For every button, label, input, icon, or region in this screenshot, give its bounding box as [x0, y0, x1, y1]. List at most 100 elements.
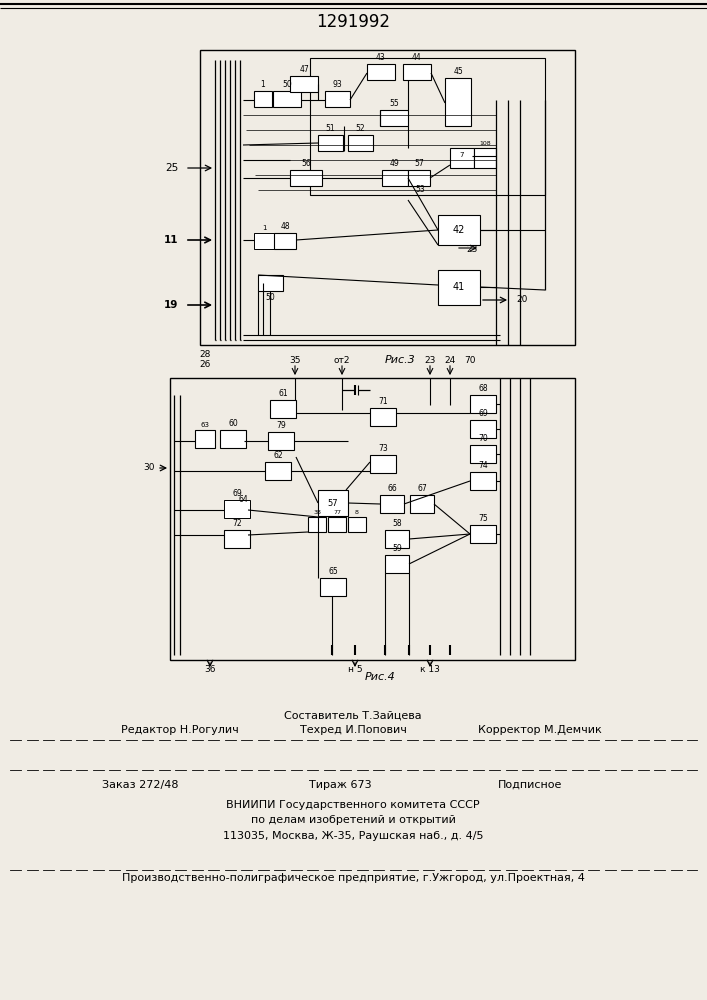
Text: 57: 57 [327, 498, 339, 508]
Text: 43: 43 [376, 53, 386, 62]
Text: 55: 55 [389, 99, 399, 108]
Bar [445, 78, 471, 126]
Text: 1: 1 [262, 225, 267, 231]
Text: 36: 36 [204, 665, 216, 674]
Text: Заказ 272/48: Заказ 272/48 [102, 780, 178, 790]
Text: 49: 49 [390, 159, 400, 168]
Text: 77: 77 [333, 510, 341, 515]
Text: 50: 50 [282, 80, 292, 89]
Bar [265, 462, 291, 480]
Bar [328, 517, 346, 532]
Text: н 5: н 5 [348, 665, 362, 674]
Text: 68: 68 [478, 384, 488, 393]
Text: 74: 74 [478, 461, 488, 470]
Text: 57: 57 [414, 159, 424, 168]
Text: 23: 23 [466, 245, 477, 254]
Bar [370, 455, 396, 473]
Text: 24: 24 [445, 356, 455, 365]
Bar [318, 490, 348, 516]
Bar [348, 517, 366, 532]
Bar [254, 233, 274, 249]
Text: 60: 60 [228, 419, 238, 428]
Text: 113035, Москва, Ж-35, Раушская наб., д. 4/5: 113035, Москва, Ж-35, Раушская наб., д. … [223, 831, 484, 841]
Bar [170, 378, 575, 660]
Text: 23: 23 [424, 356, 436, 365]
Bar [367, 64, 395, 80]
Text: 42: 42 [452, 225, 465, 235]
Bar [385, 530, 409, 548]
Text: 69: 69 [478, 409, 488, 418]
Text: Подписное: Подписное [498, 780, 562, 790]
Text: 52: 52 [356, 124, 366, 133]
Text: 56: 56 [301, 159, 311, 168]
Text: 26: 26 [199, 360, 211, 369]
Bar [258, 275, 283, 291]
Text: 93: 93 [332, 80, 342, 89]
Bar [382, 170, 408, 186]
Text: 70: 70 [464, 356, 476, 365]
Text: к 13: к 13 [420, 665, 440, 674]
Bar [220, 430, 246, 448]
Bar [318, 135, 343, 151]
Text: Составитель Т.Зайцева: Составитель Т.Зайцева [284, 711, 422, 721]
Bar [370, 408, 396, 426]
Text: 72: 72 [232, 519, 242, 528]
Bar [470, 525, 496, 543]
Bar [403, 64, 431, 80]
Bar [224, 530, 250, 548]
Bar [470, 420, 496, 438]
Bar [270, 400, 296, 418]
Text: 11: 11 [163, 235, 178, 245]
Text: Редактор Н.Рогулич: Редактор Н.Рогулич [121, 725, 239, 735]
Bar [410, 495, 434, 513]
Text: 41: 41 [453, 282, 465, 292]
Bar [224, 500, 250, 518]
Text: 7: 7 [460, 152, 464, 158]
Text: 70: 70 [478, 434, 488, 443]
Text: 108: 108 [479, 141, 491, 146]
Text: 48: 48 [280, 222, 290, 231]
Text: 66: 66 [387, 484, 397, 493]
Bar [438, 270, 480, 305]
Bar [200, 50, 575, 345]
Text: 62: 62 [273, 451, 283, 460]
Bar [470, 472, 496, 490]
Bar [438, 215, 480, 245]
Text: 69: 69 [232, 489, 242, 498]
Bar [195, 430, 215, 448]
Bar [320, 578, 346, 596]
Text: 47: 47 [299, 65, 309, 74]
Bar [268, 432, 294, 450]
Text: 35: 35 [289, 356, 300, 365]
Text: 79: 79 [276, 421, 286, 430]
Text: 30: 30 [144, 464, 155, 473]
Text: Рис.3: Рис.3 [385, 355, 416, 365]
Bar [325, 91, 350, 107]
Text: 71: 71 [378, 397, 388, 406]
Bar [274, 233, 296, 249]
Text: 25: 25 [165, 163, 178, 173]
Bar [408, 170, 430, 186]
Text: 67: 67 [417, 484, 427, 493]
Bar [474, 148, 496, 168]
Text: Корректор М.Демчик: Корректор М.Демчик [478, 725, 602, 735]
Bar [348, 135, 373, 151]
Text: 8: 8 [355, 510, 359, 515]
Text: 1: 1 [261, 80, 265, 89]
Text: 1291992: 1291992 [316, 13, 390, 31]
Text: 53: 53 [415, 185, 425, 194]
Text: от2: от2 [334, 356, 350, 365]
Bar [450, 148, 474, 168]
Text: 73: 73 [378, 444, 388, 453]
Text: 65: 65 [328, 567, 338, 576]
Bar [470, 395, 496, 413]
Text: 61: 61 [278, 389, 288, 398]
Text: 44: 44 [412, 53, 422, 62]
Text: ВНИИПИ Государственного комитета СССР: ВНИИПИ Государственного комитета СССР [226, 800, 480, 810]
Bar [380, 495, 404, 513]
Text: 50: 50 [266, 293, 275, 302]
Bar [273, 91, 301, 107]
Text: 63: 63 [201, 422, 209, 428]
Text: Рис.4: Рис.4 [365, 672, 395, 682]
Text: 58: 58 [392, 519, 402, 528]
